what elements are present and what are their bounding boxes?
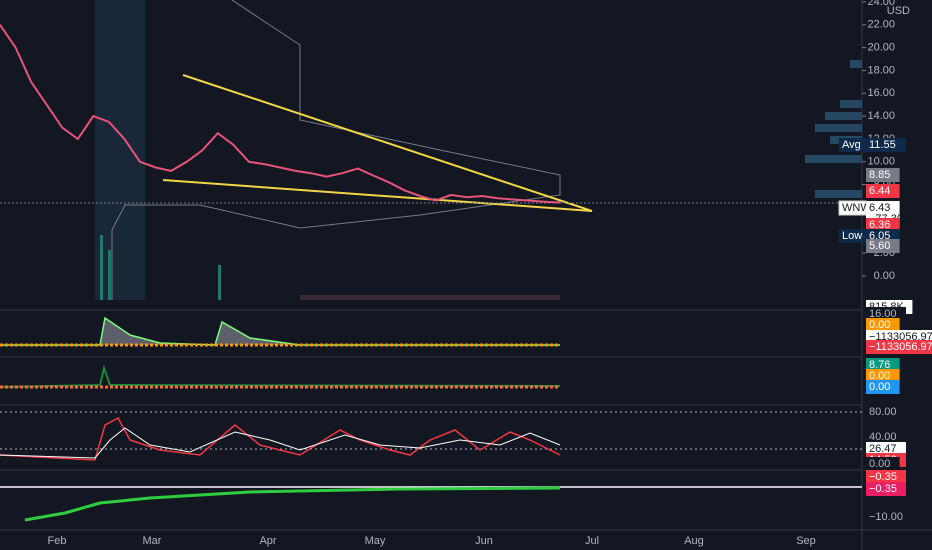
macd <box>24 486 561 522</box>
x-tick-label: Jun <box>475 535 493 547</box>
x-tick-label: Mar <box>143 535 162 547</box>
x-tick-label: May <box>365 535 386 547</box>
bollinger-band <box>111 0 561 300</box>
x-tick-label: Feb <box>48 535 67 547</box>
x-tick-label: Aug <box>684 535 704 547</box>
y-tick-label: 0.00 <box>874 270 895 282</box>
badge-label: 80.00 <box>869 406 897 418</box>
badge-label: −0.35 <box>869 483 897 495</box>
badge-label: −0.35 <box>869 471 897 483</box>
badge <box>866 510 913 524</box>
badge-label: −1133056.97 <box>869 341 932 353</box>
badge-tag <box>839 229 866 243</box>
y-tick-label: 16.00 <box>867 87 895 99</box>
trendline <box>162 179 593 212</box>
badge <box>866 369 900 383</box>
badge-label: 40.00 <box>869 431 897 443</box>
highlight-zone <box>95 0 145 300</box>
badge <box>866 168 900 182</box>
badge <box>866 318 900 332</box>
badge-label: 6.36 <box>869 219 890 231</box>
badge <box>866 442 906 456</box>
stochastic <box>0 427 561 459</box>
y-tick-label: 24.00 <box>867 0 895 8</box>
stochastic <box>0 416 561 461</box>
x-tick-label: Jul <box>585 535 599 547</box>
x-tick-label: Sep <box>796 535 816 547</box>
badge <box>866 239 900 253</box>
x-tick-label: Apr <box>259 535 276 547</box>
badge-label: 26.47 <box>869 443 897 455</box>
volume-bars <box>100 235 560 300</box>
badge-tag <box>839 138 866 152</box>
badge-label: −10.00 <box>869 511 903 523</box>
badge-label: 6.05 <box>869 230 890 242</box>
y-tick-label: 2.00 <box>874 247 895 259</box>
y-tick-label: 20.00 <box>867 42 895 54</box>
badge <box>866 430 906 444</box>
badge-label: 5.60 <box>869 240 890 252</box>
badge <box>866 470 906 484</box>
badge-label: 0.00 <box>869 319 890 331</box>
y-tick-label: 14.00 <box>867 110 895 122</box>
badge-label: 11.55 <box>869 139 896 151</box>
trendline <box>182 74 593 212</box>
badge-label: 0.00 <box>869 458 890 470</box>
badge <box>866 457 900 471</box>
badge-tag-label: Avg <box>842 139 861 151</box>
badge-label: 0.00 <box>869 370 890 382</box>
badge-label: 16.00 <box>869 308 897 320</box>
badge <box>866 138 906 152</box>
badge <box>866 218 900 232</box>
y-tick-label: 10.00 <box>867 156 895 168</box>
y-tick-label: 22.00 <box>867 19 895 31</box>
badge-label: 6.43 <box>869 202 890 214</box>
badge <box>866 184 900 198</box>
badge <box>866 380 900 394</box>
badge <box>866 340 932 354</box>
price-line <box>0 24 561 204</box>
badge-tag-label: WNW <box>842 202 871 214</box>
badge-label: 6.44 <box>869 185 890 197</box>
badge-label: 8.76 <box>869 359 890 371</box>
badge <box>866 482 906 496</box>
badge-tag-label: Low <box>842 230 862 242</box>
badge-label: 0.00 <box>869 381 890 393</box>
badge <box>866 307 906 321</box>
badge-label: 8.85 <box>869 169 890 181</box>
badge <box>866 405 906 419</box>
badge-label: −1133056.97 <box>869 331 932 343</box>
y-tick-label: 18.00 <box>867 64 895 76</box>
currency: USD <box>887 5 910 17</box>
badge <box>866 358 900 372</box>
